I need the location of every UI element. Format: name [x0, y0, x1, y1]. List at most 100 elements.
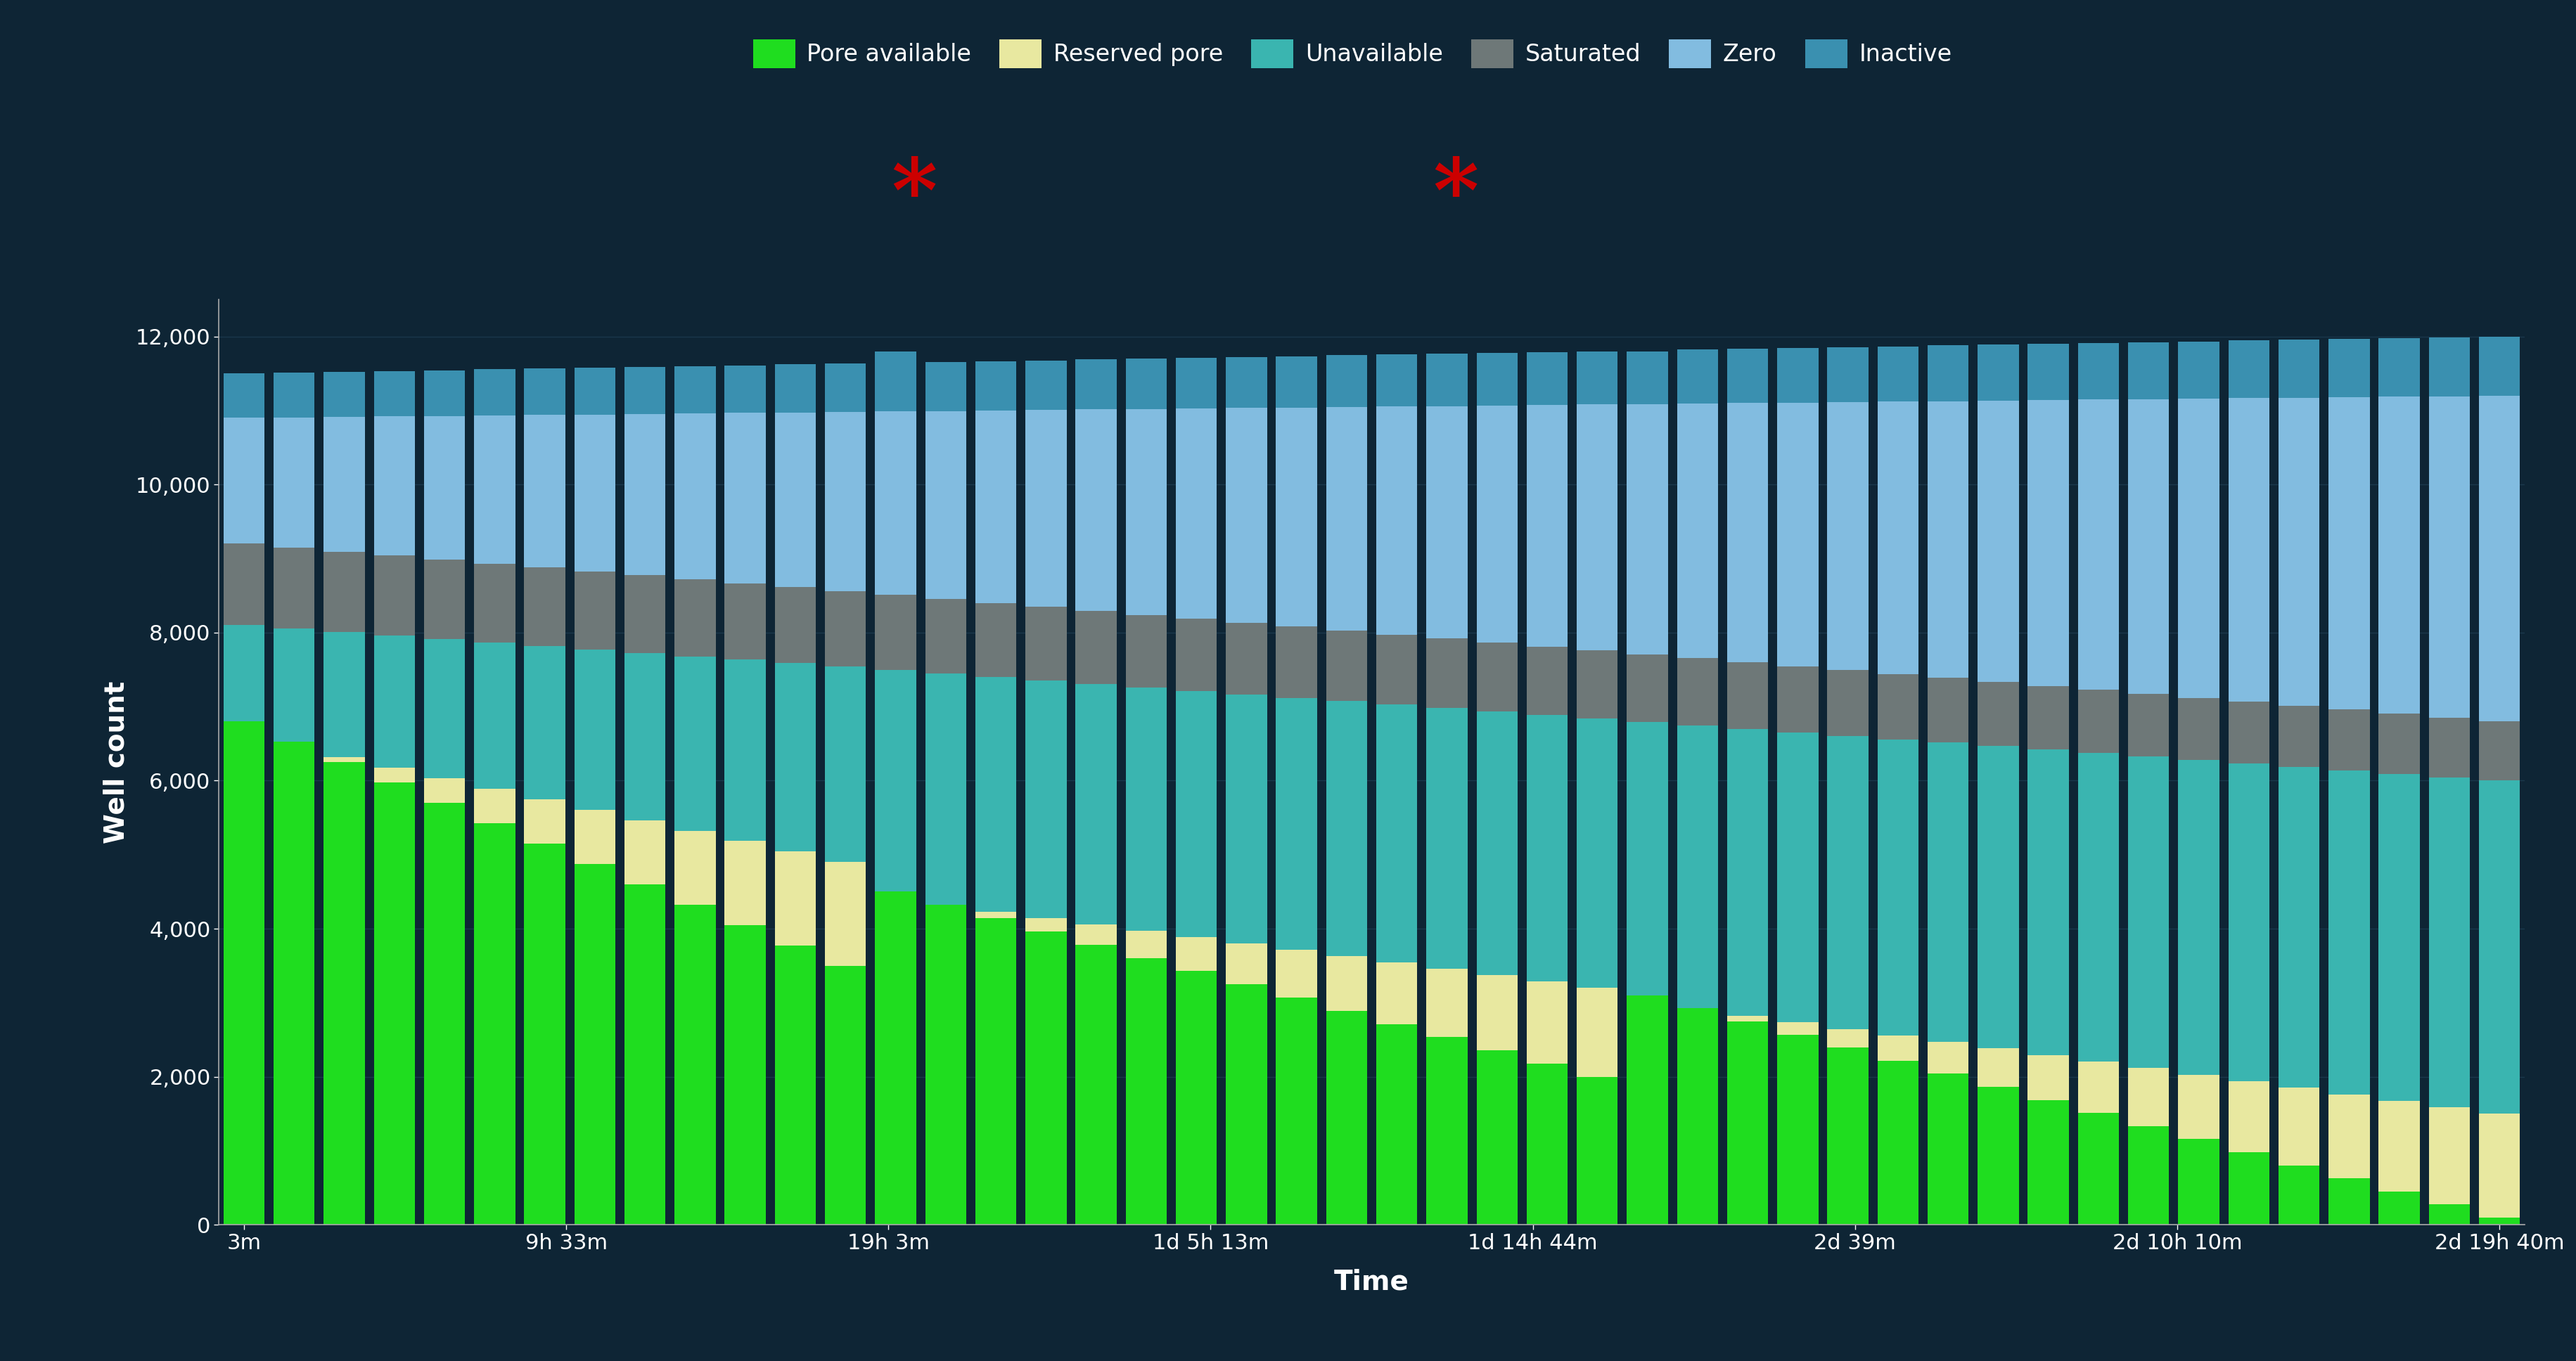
Bar — [1077, 611, 1115, 685]
Bar — [325, 757, 366, 762]
Bar — [2128, 694, 2169, 757]
Bar — [2027, 344, 2069, 400]
Bar — [1927, 1043, 1968, 1074]
Bar — [2378, 1191, 2419, 1225]
Bar — [1878, 401, 1919, 674]
Bar — [2128, 399, 2169, 694]
Bar — [876, 595, 917, 670]
Bar — [1126, 615, 1167, 687]
Bar — [775, 852, 817, 946]
Bar — [1726, 348, 1767, 403]
Bar — [824, 667, 866, 862]
Bar — [1025, 680, 1066, 919]
Bar — [474, 788, 515, 823]
Bar — [1826, 347, 1868, 401]
Bar — [1226, 984, 1267, 1225]
Bar — [925, 905, 966, 1225]
Bar — [325, 632, 366, 757]
Bar — [523, 646, 564, 799]
Text: *: * — [891, 155, 938, 240]
Bar — [1175, 970, 1216, 1225]
Bar — [1327, 1011, 1368, 1225]
Bar — [1777, 1034, 1819, 1225]
Bar — [574, 649, 616, 810]
Bar — [976, 361, 1018, 411]
Bar — [2329, 1179, 2370, 1225]
Bar — [1427, 406, 1468, 638]
Bar — [824, 412, 866, 591]
Bar — [2079, 1062, 2120, 1113]
Bar — [1777, 348, 1819, 403]
Bar — [2429, 777, 2470, 1108]
Bar — [1826, 1048, 1868, 1225]
Bar — [374, 416, 415, 555]
Bar — [775, 365, 817, 412]
Bar — [1077, 945, 1115, 1225]
Bar — [2329, 770, 2370, 1094]
Bar — [1777, 666, 1819, 732]
Bar — [1878, 739, 1919, 1036]
Bar — [1528, 981, 1569, 1063]
Bar — [675, 905, 716, 1225]
Bar — [925, 362, 966, 411]
Bar — [1878, 346, 1919, 401]
Bar — [2228, 399, 2269, 702]
Bar — [2277, 1165, 2318, 1225]
Bar — [2179, 759, 2221, 1075]
Bar — [2329, 709, 2370, 770]
Bar — [1077, 359, 1115, 410]
Bar — [1126, 958, 1167, 1225]
Bar — [1427, 969, 1468, 1037]
Bar — [1226, 357, 1267, 408]
Bar — [2228, 764, 2269, 1081]
Bar — [1376, 354, 1417, 407]
Bar — [2027, 686, 2069, 750]
Bar — [1275, 407, 1316, 626]
Bar — [675, 830, 716, 905]
Bar — [1226, 943, 1267, 984]
Bar — [1826, 670, 1868, 736]
Bar — [1628, 351, 1667, 404]
Bar — [2228, 340, 2269, 399]
Bar — [2179, 698, 2221, 759]
Bar — [1577, 988, 1618, 1077]
Bar — [2027, 1100, 2069, 1225]
Bar — [2378, 396, 2419, 713]
Bar — [1726, 1022, 1767, 1225]
Bar — [474, 369, 515, 415]
Bar — [2277, 340, 2318, 397]
Bar — [374, 783, 415, 1225]
Bar — [1275, 357, 1316, 407]
Bar — [1628, 721, 1667, 995]
Bar — [2378, 338, 2419, 396]
Bar — [1226, 408, 1267, 623]
Bar — [1175, 408, 1216, 619]
Bar — [2329, 397, 2370, 709]
Bar — [1427, 354, 1468, 406]
Bar — [976, 912, 1018, 919]
Bar — [1878, 674, 1919, 739]
Bar — [2277, 397, 2318, 705]
Bar — [2478, 721, 2519, 781]
Bar — [2128, 757, 2169, 1068]
Bar — [2429, 717, 2470, 777]
Bar — [2378, 1101, 2419, 1191]
Bar — [1927, 346, 1968, 401]
Bar — [824, 862, 866, 966]
Bar — [1528, 1063, 1569, 1225]
Bar — [2478, 781, 2519, 1113]
Bar — [1577, 1077, 1618, 1225]
Bar — [1878, 1036, 1919, 1060]
Bar — [574, 572, 616, 649]
Bar — [273, 547, 314, 629]
Bar — [325, 416, 366, 551]
Bar — [224, 625, 265, 721]
Bar — [1376, 407, 1417, 634]
Bar — [523, 369, 564, 415]
Bar — [623, 414, 665, 576]
Bar — [273, 373, 314, 418]
Bar — [2478, 1218, 2519, 1225]
Bar — [2277, 705, 2318, 766]
Bar — [2478, 396, 2519, 721]
Bar — [1677, 350, 1718, 404]
